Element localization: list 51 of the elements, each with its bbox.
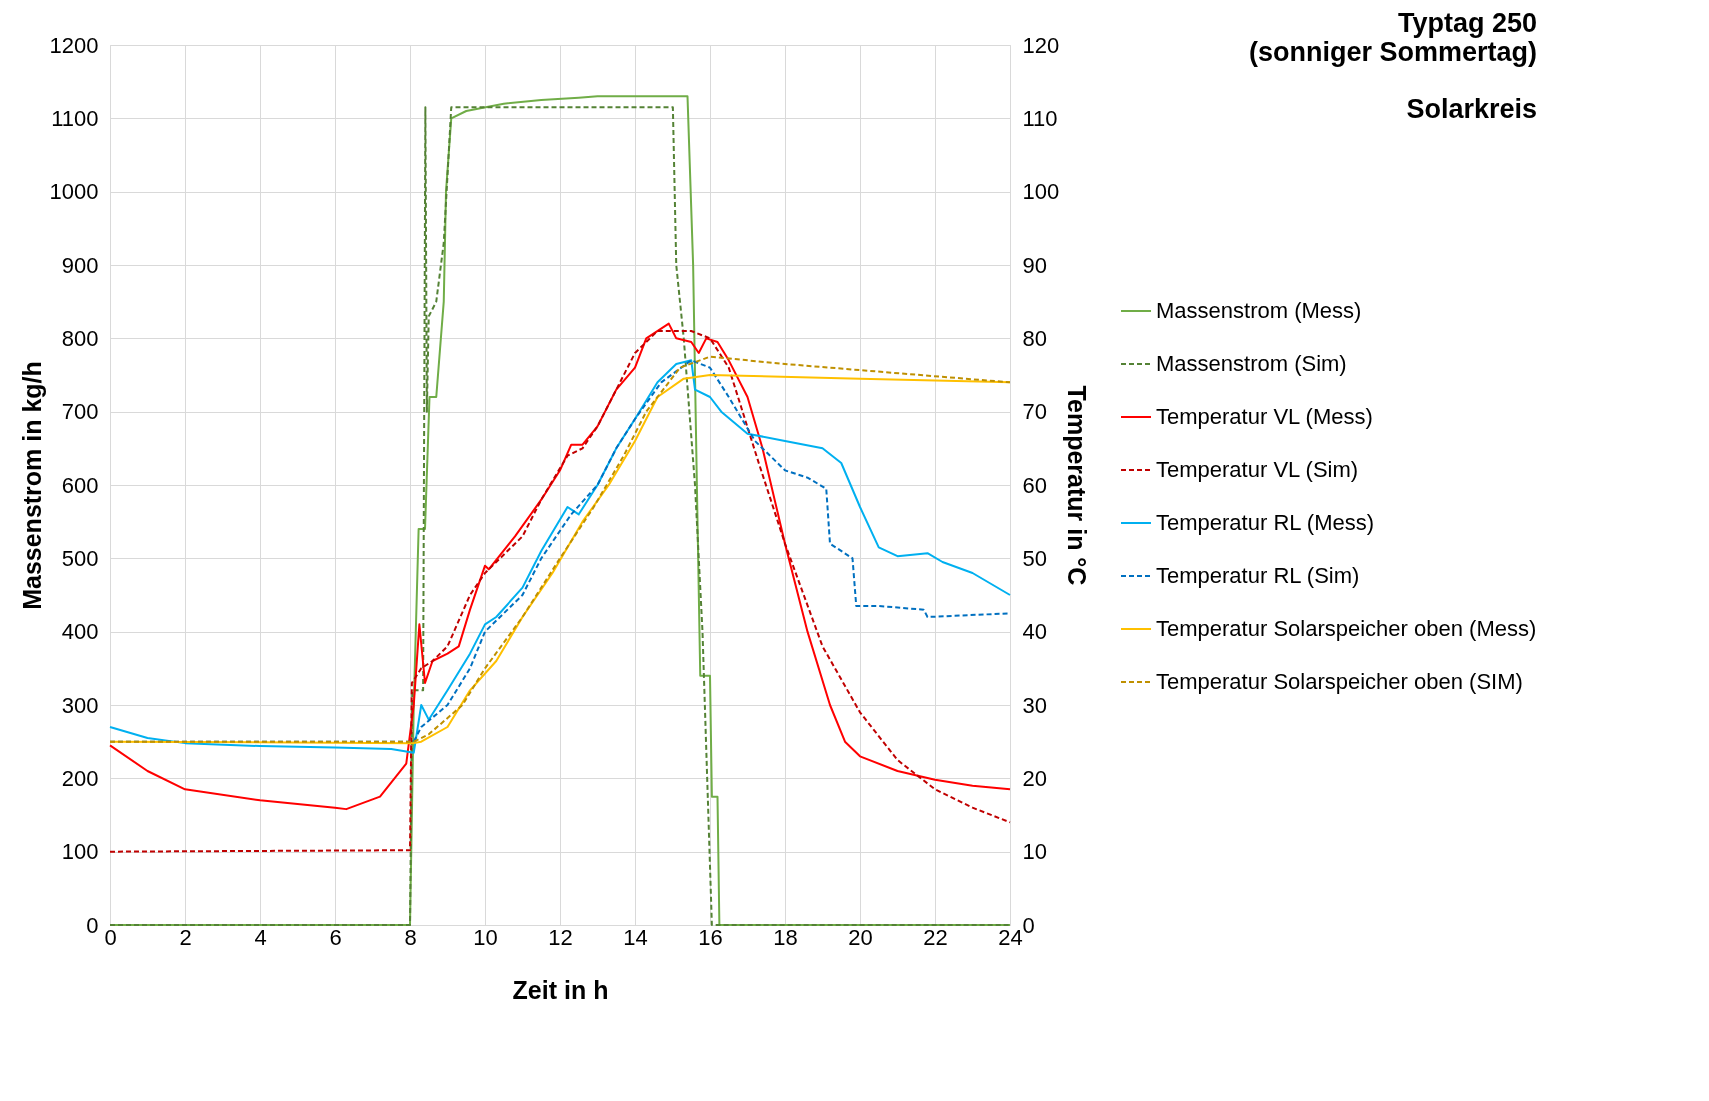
x-tick-label: 18 [773, 924, 798, 950]
x-tick-label: 6 [329, 924, 342, 950]
legend-label: Temperatur VL (Sim) [1156, 457, 1359, 482]
legend-label: Temperatur VL (Mess) [1156, 404, 1373, 429]
y2-tick-label: 100 [1022, 179, 1060, 205]
y2-tick-label: 40 [1022, 619, 1047, 645]
x-tick-label: 12 [548, 924, 573, 950]
legend-label: Temperatur Solarspeicher oben (SIM) [1156, 669, 1523, 694]
y-tick-label: 200 [61, 765, 99, 791]
y-tick-label: 500 [61, 545, 99, 571]
y2-tick-label: 110 [1022, 105, 1058, 131]
x-axis-title: Zeit in h [512, 975, 609, 1004]
y2-tick-label: 60 [1022, 472, 1047, 498]
legend-label: Massenstrom (Sim) [1156, 351, 1347, 376]
y-tick-label: 900 [61, 252, 99, 278]
x-tick-label: 4 [254, 924, 267, 950]
y-axis-title: Massenstrom in kg/h [17, 361, 46, 610]
y-tick-label: 100 [61, 839, 99, 865]
y-tick-label: 800 [61, 325, 99, 351]
y-tick-label: 400 [61, 619, 99, 645]
x-tick-label: 2 [179, 924, 192, 950]
x-tick-label: 8 [404, 924, 417, 950]
y2-tick-label: 120 [1022, 32, 1060, 58]
x-tick-label: 24 [998, 924, 1023, 950]
y2-tick-label: 80 [1022, 325, 1047, 351]
y2-axis-title: Temperatur in °C [1063, 385, 1092, 586]
y-tick-label: 600 [61, 472, 99, 498]
y2-tick-label: 30 [1022, 692, 1047, 718]
y-tick-label: 1100 [51, 105, 99, 131]
x-tick-label: 10 [473, 924, 498, 950]
text: Typtag 250 [1397, 8, 1537, 38]
legend-label: Temperatur Solarspeicher oben (Mess) [1156, 616, 1537, 641]
y-tick-label: 1000 [49, 179, 99, 205]
x-tick-label: 22 [923, 924, 948, 950]
y2-tick-label: 50 [1022, 545, 1047, 571]
x-tick-label: 0 [104, 924, 117, 950]
x-tick-label: 20 [848, 924, 873, 950]
y2-tick-label: 20 [1022, 765, 1047, 791]
legend-label: Temperatur RL (Sim) [1156, 563, 1360, 588]
legend-label: Massenstrom (Mess) [1156, 298, 1362, 323]
y-tick-label: 1200 [49, 32, 99, 58]
x-tick-label: 16 [698, 924, 723, 950]
x-tick-label: 14 [623, 924, 648, 950]
text: (sonniger Sommertag) [1248, 37, 1537, 67]
y2-tick-label: 70 [1022, 399, 1047, 425]
legend-label: Temperatur RL (Mess) [1156, 510, 1375, 535]
text: Solarkreis [1406, 94, 1537, 124]
y2-tick-label: 10 [1022, 839, 1047, 865]
y-tick-label: 700 [61, 399, 99, 425]
y-tick-label: 300 [61, 692, 99, 718]
y2-tick-label: 90 [1022, 252, 1047, 278]
